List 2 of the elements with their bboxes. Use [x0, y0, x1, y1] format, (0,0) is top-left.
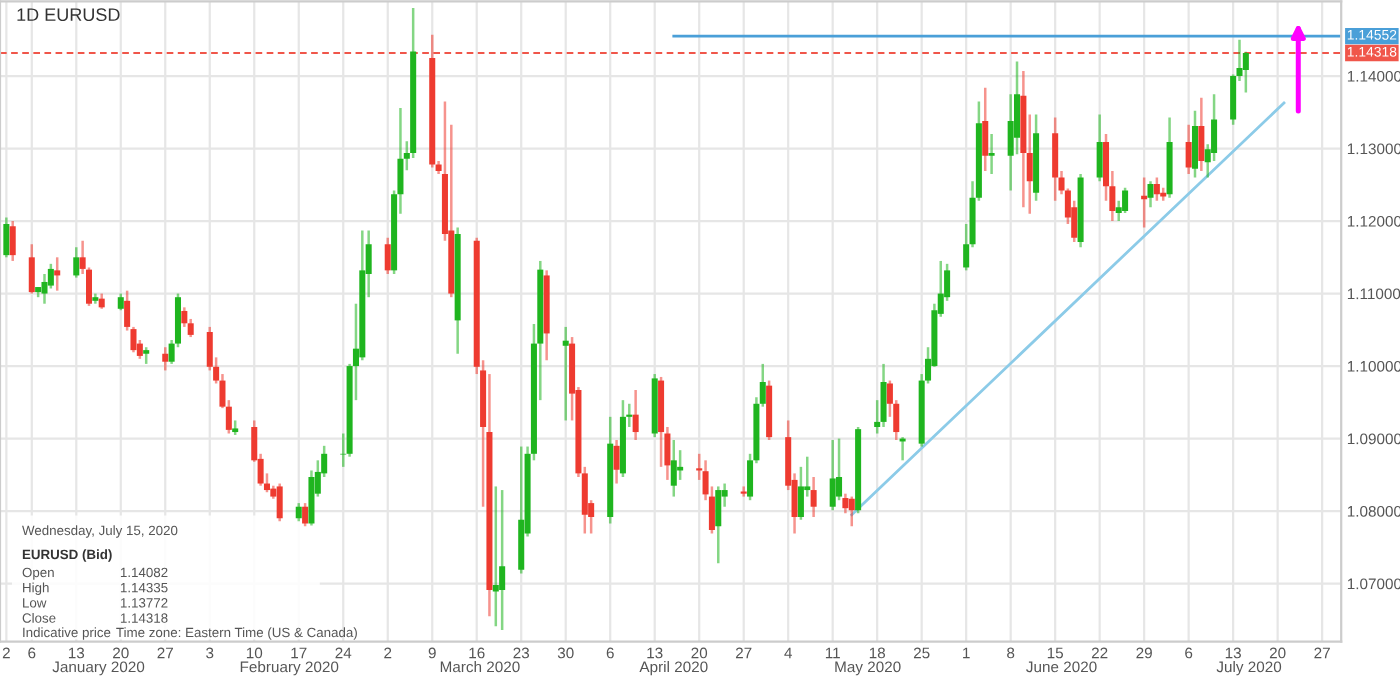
chart-title: 1D EURUSD [17, 8, 120, 22]
candlestick [740, 485, 747, 498]
